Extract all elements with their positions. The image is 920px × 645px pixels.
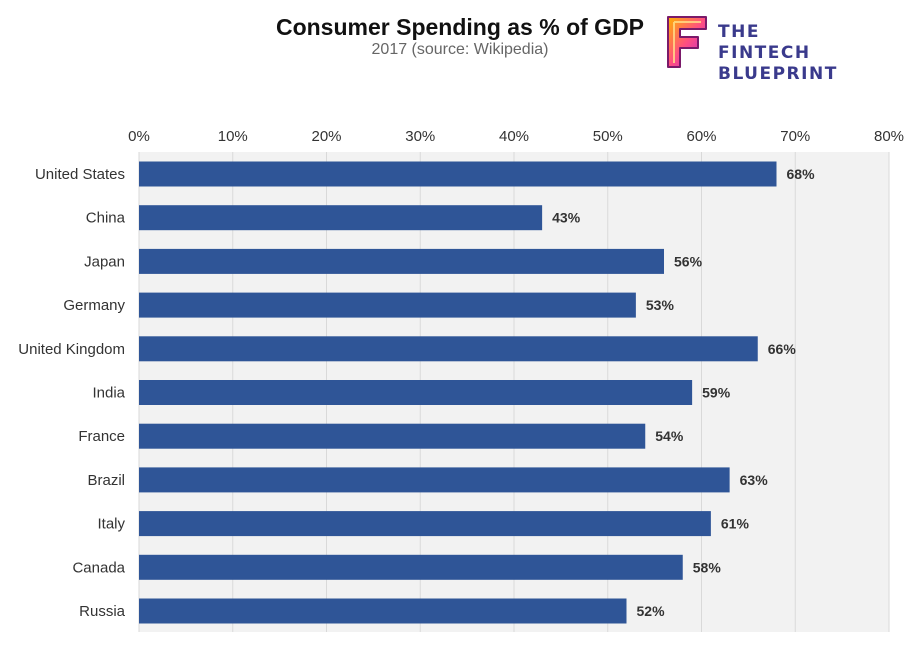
x-tick-label: 20% (311, 128, 341, 145)
bar (139, 248, 664, 274)
x-tick-label: 60% (686, 128, 716, 145)
logo-text: THE FINTECH BLUEPRINT (718, 22, 854, 85)
brand-logo: THE FINTECH BLUEPRINT (664, 13, 854, 84)
data-label: 61% (721, 516, 750, 532)
x-tick-label: 80% (874, 128, 904, 145)
bar (139, 423, 646, 449)
x-tick-label: 50% (593, 128, 623, 145)
data-label: 59% (702, 385, 731, 401)
category-label: India (92, 385, 125, 402)
chart-title: Consumer Spending as % of GDP (275, 14, 645, 40)
data-label: 68% (787, 166, 816, 182)
logo-text-line2: BLUEPRINT (718, 64, 838, 84)
fintech-f-logo-icon (667, 16, 707, 68)
chart-subtitle: 2017 (source: Wikipedia) (371, 41, 549, 58)
category-label: United Kingdom (18, 341, 125, 358)
bar (139, 554, 683, 580)
x-tick-label: 0% (128, 128, 150, 145)
x-tick-label: 40% (499, 128, 529, 145)
bar (139, 467, 730, 493)
logo-text-line1: THE FINTECH (718, 22, 811, 63)
data-label: 53% (646, 297, 675, 313)
x-tick-label: 70% (780, 128, 810, 145)
category-label: Brazil (87, 472, 125, 489)
category-label: China (86, 210, 126, 227)
category-label: Germany (63, 297, 125, 314)
bar (139, 380, 693, 405)
data-label: 43% (552, 210, 581, 226)
data-label: 63% (740, 472, 769, 488)
category-label: Italy (97, 516, 125, 533)
bar (139, 205, 543, 231)
category-label: France (78, 428, 125, 445)
bar (139, 161, 777, 187)
category-label: United States (35, 166, 125, 183)
bar (139, 336, 758, 362)
bar (139, 598, 627, 624)
x-tick-label: 30% (405, 128, 435, 145)
x-tick-label: 10% (218, 128, 248, 145)
data-label: 54% (655, 428, 684, 444)
data-label: 52% (637, 603, 666, 619)
category-label: Japan (84, 253, 125, 270)
bar (139, 511, 711, 537)
data-label: 56% (674, 253, 703, 269)
category-label: Canada (72, 559, 125, 576)
data-label: 66% (768, 341, 797, 357)
category-label: Russia (79, 603, 126, 620)
bar (139, 292, 636, 318)
data-label: 58% (693, 559, 722, 575)
